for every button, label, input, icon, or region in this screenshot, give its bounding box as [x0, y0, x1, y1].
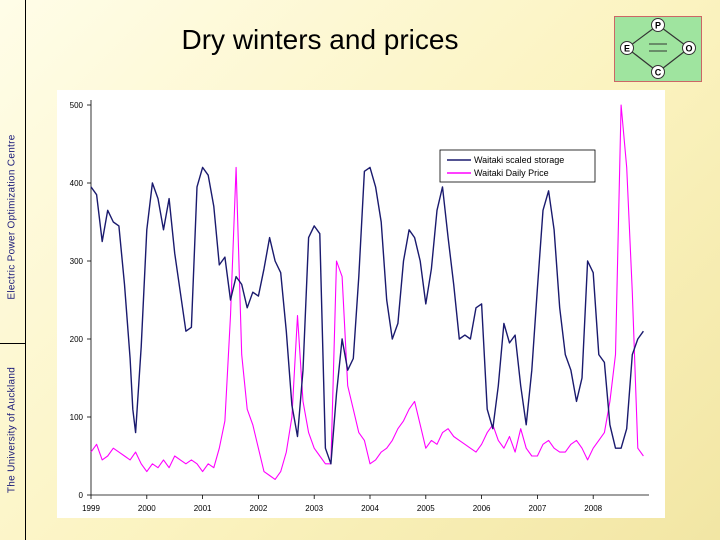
x-tick-label: 1999	[82, 504, 100, 513]
x-tick-label: 2006	[473, 504, 491, 513]
sidebar-org-text: Electric Power Optimization Centre	[6, 134, 18, 300]
slide-title: Dry winters and prices	[181, 24, 459, 55]
legend-price-label: Waitaki Daily Price	[474, 168, 549, 178]
sidebar: Electric Power Optimization Centre The U…	[0, 0, 26, 540]
logo-e: E	[624, 44, 630, 54]
logo-p: P	[655, 21, 661, 31]
storage-line	[90, 166, 644, 465]
series-storage	[90, 166, 644, 465]
series-layer	[90, 104, 644, 480]
legend-storage-label: Waitaki scaled storage	[474, 155, 564, 165]
sidebar-university-text: The University of Auckland	[6, 366, 18, 494]
logo-c: C	[655, 68, 662, 78]
chart-legend: Waitaki scaled storage Waitaki Daily Pri…	[439, 149, 596, 183]
x-tick-label: 2007	[529, 504, 547, 513]
logo-icon: P E O C	[620, 18, 696, 79]
y-tick-label: 0	[79, 491, 84, 500]
x-tick-label: 2003	[305, 504, 323, 513]
y-axis: 0 100 200 300 400 500	[70, 100, 92, 500]
legend-box	[439, 149, 596, 183]
y-tick-label: 300	[70, 257, 84, 266]
epoc-logo: P E O C	[614, 16, 702, 82]
y-tick-label: 100	[70, 413, 84, 422]
y-tick-label: 200	[70, 335, 84, 344]
y-tick-label: 500	[70, 101, 84, 110]
x-tick-label: 2000	[138, 504, 156, 513]
x-tick-label: 2002	[250, 504, 268, 513]
x-tick-label: 2001	[194, 504, 212, 513]
chart-area: 0 100 200 300 400 500 1999 2000 2001 2002 2003 200…	[57, 90, 665, 518]
series-price	[90, 104, 644, 480]
x-tick-label: 2004	[361, 504, 379, 513]
sidebar-divider	[0, 343, 25, 344]
x-tick-label: 2008	[584, 504, 602, 513]
storage-price-chart: 0 100 200 300 400 500 1999 2000 2001 2002 2003 200…	[70, 100, 649, 513]
x-axis: 1999 2000 2001 2002 2003 2004 2005 2006 2007 2008	[82, 494, 649, 513]
x-tick-label: 2005	[417, 504, 435, 513]
logo-o: O	[685, 44, 692, 54]
price-line	[90, 104, 644, 480]
y-tick-label: 400	[70, 179, 84, 188]
